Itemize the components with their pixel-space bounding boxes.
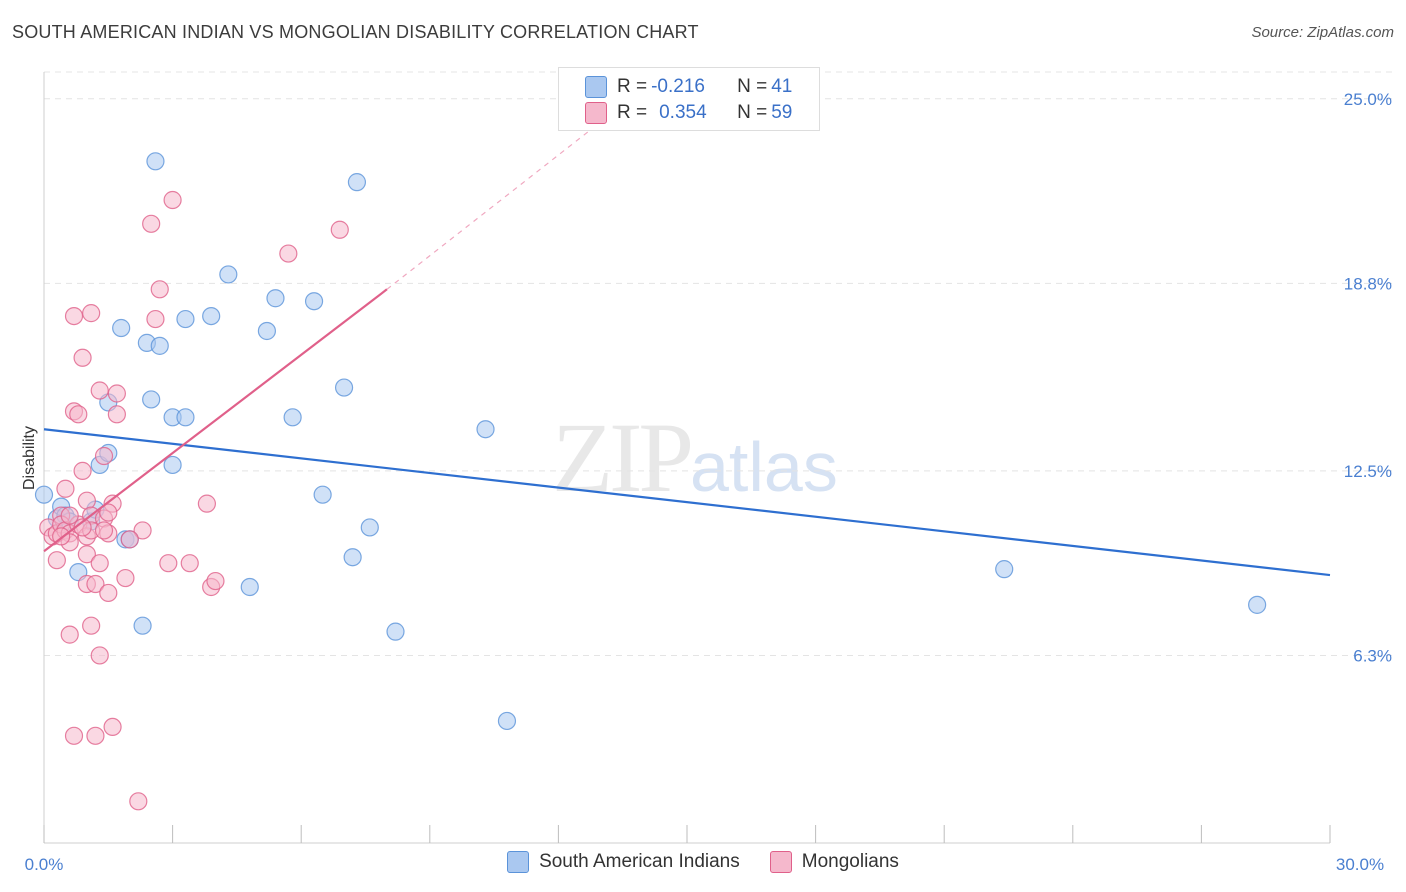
point-south-american <box>497 711 517 731</box>
point-mongolian <box>94 446 114 466</box>
legend-item-mongolians: Mongolians <box>769 851 899 873</box>
source-label: Source: ZipAtlas.com <box>1251 24 1394 41</box>
point-mongolian <box>60 506 79 525</box>
point-south-american <box>34 485 54 504</box>
point-mongolian <box>56 479 75 498</box>
y-axis-label: Disability <box>21 426 38 490</box>
point-south-american <box>219 265 238 284</box>
n-label: N = <box>737 76 768 97</box>
point-mongolian <box>159 554 178 573</box>
point-south-american <box>133 616 152 635</box>
point-mongolian <box>60 625 79 644</box>
point-south-american <box>146 152 165 171</box>
point-south-american <box>150 336 169 355</box>
legend-swatch-pink <box>769 851 792 873</box>
point-mongolian <box>150 280 169 299</box>
stats-swatch-pink <box>585 102 607 124</box>
point-mongolian <box>47 551 66 570</box>
point-south-american <box>240 577 259 597</box>
point-south-american <box>347 173 367 192</box>
point-south-american <box>257 321 277 341</box>
chart-title: SOUTH AMERICAN INDIAN VS MONGOLIAN DISAB… <box>12 22 699 42</box>
point-mongolian <box>279 244 298 263</box>
x-tick-label: 30.0% <box>1336 855 1384 874</box>
point-mongolian <box>82 304 101 323</box>
point-mongolian <box>86 726 105 745</box>
point-south-american <box>112 318 131 338</box>
point-mongolian <box>99 583 118 603</box>
point-mongolian <box>133 521 152 540</box>
point-south-american <box>202 307 221 326</box>
point-mongolian <box>146 309 165 329</box>
y-tick-label: 6.3% <box>1353 646 1392 665</box>
y-tick-label: 25.0% <box>1344 90 1392 109</box>
point-south-american <box>283 408 302 427</box>
n-value: 41 <box>771 76 793 97</box>
legend-item-south-american-indians: South American Indians <box>507 851 740 873</box>
point-mongolian <box>99 503 118 522</box>
point-south-american <box>163 455 182 475</box>
point-south-american <box>386 622 405 641</box>
trendline-mongolian <box>43 288 388 553</box>
point-south-american <box>360 518 379 537</box>
point-mongolian <box>103 717 122 737</box>
trendline-south-american <box>43 428 1331 577</box>
point-south-american <box>142 390 161 409</box>
point-mongolian <box>330 220 349 239</box>
point-south-american <box>476 420 495 439</box>
point-mongolian <box>116 568 135 588</box>
point-south-american <box>343 548 362 567</box>
bottom-legend: South American Indians Mongolians <box>0 851 1406 873</box>
point-mongolian <box>94 521 114 540</box>
stats-swatch-blue <box>585 76 607 98</box>
point-south-american <box>304 292 324 311</box>
stats-row-south-american: R = -0.216 N = 41 <box>585 74 792 100</box>
point-mongolian <box>129 792 148 811</box>
point-mongolian <box>73 461 92 480</box>
point-mongolian <box>90 646 109 665</box>
point-mongolian <box>69 405 88 424</box>
point-south-american <box>995 560 1014 579</box>
point-south-american <box>334 378 354 397</box>
point-south-american <box>176 309 195 329</box>
watermark-atlas: atlas <box>690 428 838 506</box>
r-label: R = <box>617 102 648 123</box>
point-south-american <box>266 289 285 308</box>
point-mongolian <box>64 726 84 745</box>
point-mongolian <box>73 348 92 367</box>
point-mongolian <box>86 574 105 594</box>
point-mongolian <box>163 190 182 210</box>
point-mongolian <box>90 381 109 400</box>
x-tick-label: 0.0% <box>25 855 64 874</box>
n-label: N = <box>737 102 768 123</box>
y-tick-label: 12.5% <box>1344 462 1392 481</box>
n-value: 59 <box>771 102 793 123</box>
point-mongolian <box>206 571 225 591</box>
point-mongolian <box>90 554 109 573</box>
point-mongolian <box>197 494 216 513</box>
stats-legend: R = -0.216 N = 41 R = 0.354 N = 59 <box>558 67 820 131</box>
legend-swatch-blue <box>507 851 530 873</box>
point-mongolian <box>107 384 126 403</box>
r-value: -0.216 <box>651 76 705 97</box>
point-mongolian <box>82 616 101 635</box>
trendline-mongolian-extension <box>386 131 589 290</box>
point-south-american <box>313 485 332 504</box>
point-mongolian <box>77 545 96 564</box>
r-label: R = <box>617 76 648 97</box>
point-mongolian <box>64 307 84 326</box>
legend-label: Mongolians <box>801 851 899 872</box>
stats-row-mongolian: R = 0.354 N = 59 <box>585 100 792 126</box>
point-mongolian <box>180 554 199 573</box>
point-south-american <box>176 408 195 427</box>
point-south-american <box>1248 595 1267 614</box>
r-value: 0.354 <box>659 102 707 123</box>
point-mongolian <box>107 405 126 424</box>
legend-label: South American Indians <box>539 851 740 872</box>
point-mongolian <box>120 530 139 549</box>
point-mongolian <box>142 214 161 233</box>
y-tick-label: 18.8% <box>1344 274 1392 293</box>
